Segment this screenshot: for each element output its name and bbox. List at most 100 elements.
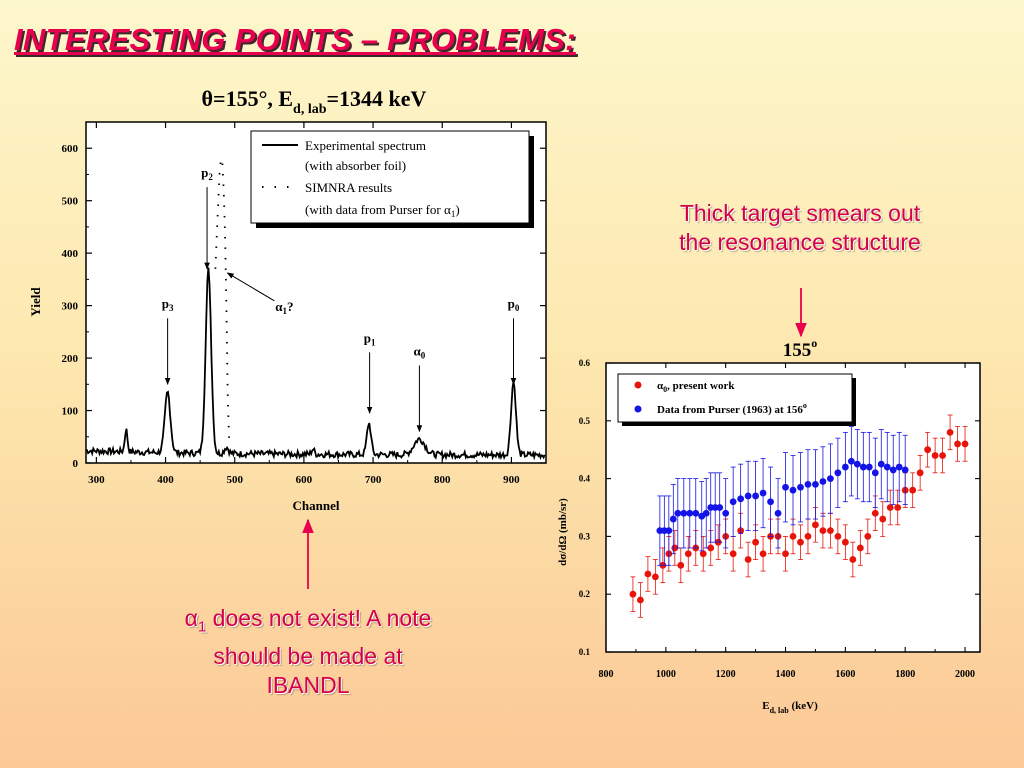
annotation-label: p1 (364, 330, 376, 347)
data-point (797, 483, 804, 491)
data-point (651, 573, 659, 581)
legend-simnra-line2: (with data from Purser for α1) (305, 202, 460, 219)
data-point (804, 480, 812, 488)
y-tick-label: 500 (62, 196, 79, 208)
cross-section-x-label: Ed, lab (keV) (762, 700, 818, 715)
data-point (702, 509, 710, 517)
legend-red-dot-swatch (634, 381, 642, 389)
y-tick-label: 100 (62, 406, 79, 418)
data-point (789, 486, 797, 494)
spectrum-annotations: p2 p3 α1? p1 α0 p0 (162, 165, 520, 433)
x-tick-label: 600 (296, 474, 313, 486)
data-point (916, 469, 924, 477)
data-point (864, 533, 872, 540)
data-point (692, 509, 700, 517)
data-point (879, 515, 887, 523)
annotation-arrow (226, 272, 275, 302)
data-point (729, 550, 737, 558)
y-tick-label: 0.3 (579, 531, 591, 541)
cross-section-legend: α0, present work Data from Purser (1963)… (617, 373, 856, 426)
data-point (834, 469, 842, 477)
data-point (847, 457, 855, 465)
experimental-spectrum-line (85, 267, 546, 461)
data-point (804, 533, 812, 540)
spectrum-axes: 300 400 500 600 700 800 900 0 100 200 300 400 500 600 (62, 122, 546, 486)
data-point (797, 538, 804, 546)
legend-blue-dot-swatch (634, 405, 642, 413)
data-point (707, 544, 715, 552)
data-point (812, 480, 819, 488)
data-point (674, 509, 682, 517)
y-tick-label: 300 (62, 301, 79, 313)
x-tick-label: 800 (599, 669, 614, 680)
data-point (827, 527, 834, 535)
data-point (909, 486, 917, 494)
data-point (680, 509, 688, 517)
data-point (665, 527, 673, 535)
note-alpha1: α1 does not exist! A note should be made… (184, 605, 432, 698)
data-point (834, 533, 842, 540)
data-point (939, 452, 946, 459)
data-point (883, 463, 891, 471)
data-point (759, 489, 767, 497)
slide-title: INTERESTING POINTS – PROBLEMS: (14, 22, 576, 57)
x-tick-label: 1800 (895, 669, 915, 680)
x-tick-label: 1400 (776, 669, 796, 680)
data-point (767, 498, 774, 506)
peak-annotation: p3 (162, 296, 174, 386)
data-point (744, 492, 752, 500)
cross-section-y-label: dσ/dΩ (mb/sr) (557, 498, 569, 566)
x-tick-label: 800 (434, 474, 451, 486)
x-tick-label: 900 (503, 474, 520, 486)
data-point (841, 463, 849, 471)
legend-purser: Data from Purser (1963) at 156o (657, 401, 807, 416)
spectrum-title: θ=155°, Ed, lab=1344 keV (202, 86, 427, 117)
y-tick-label: 0.5 (579, 416, 591, 426)
y-tick-label: 0 (73, 458, 79, 470)
cross-section-chart: 155o 800 1000 1200 1400 1600 1800 2000 0.1 0.2 0.… (557, 336, 981, 715)
x-tick-label: 1000 (656, 669, 676, 680)
data-point (946, 428, 954, 436)
peak-annotation: p2 (201, 165, 213, 270)
data-point (644, 570, 652, 578)
y-tick-label: 0.6 (579, 358, 591, 368)
data-point (853, 460, 861, 468)
spectrum-y-label: Yield (28, 287, 43, 317)
data-point (774, 509, 782, 517)
data-point (637, 596, 644, 604)
data-point (894, 504, 902, 511)
annotation-label: p3 (162, 296, 174, 313)
data-point (871, 469, 879, 477)
legend-experimental: Experimental spectrum (305, 138, 426, 153)
data-point (716, 504, 724, 511)
peak-annotation: p1 (364, 330, 376, 414)
data-point (722, 509, 730, 517)
x-tick-label: 500 (226, 474, 243, 486)
data-point (629, 590, 637, 598)
x-tick-label: 400 (157, 474, 174, 486)
data-point (759, 550, 767, 558)
data-point (744, 556, 752, 563)
data-point (812, 521, 819, 529)
data-point (827, 475, 834, 482)
data-point (737, 495, 745, 503)
y-tick-label: 0.2 (579, 589, 591, 599)
y-tick-label: 0.4 (579, 474, 591, 484)
data-point (931, 452, 939, 459)
data-point (901, 466, 909, 474)
data-point (877, 460, 885, 468)
cross-section-title: 155o (783, 336, 818, 361)
data-point (752, 492, 759, 500)
peak-annotation: p0 (508, 296, 520, 386)
annotation-label: p0 (508, 296, 520, 313)
x-tick-label: 2000 (955, 669, 975, 680)
legend-present-work: α0, present work (657, 380, 735, 394)
y-tick-label: 0.1 (579, 647, 591, 657)
cross-section-legend-box (617, 373, 853, 423)
data-point (886, 504, 894, 511)
data-point (849, 556, 857, 563)
data-point (859, 463, 867, 471)
spectrum-legend-box (250, 130, 530, 224)
y-tick-label: 600 (62, 143, 79, 155)
